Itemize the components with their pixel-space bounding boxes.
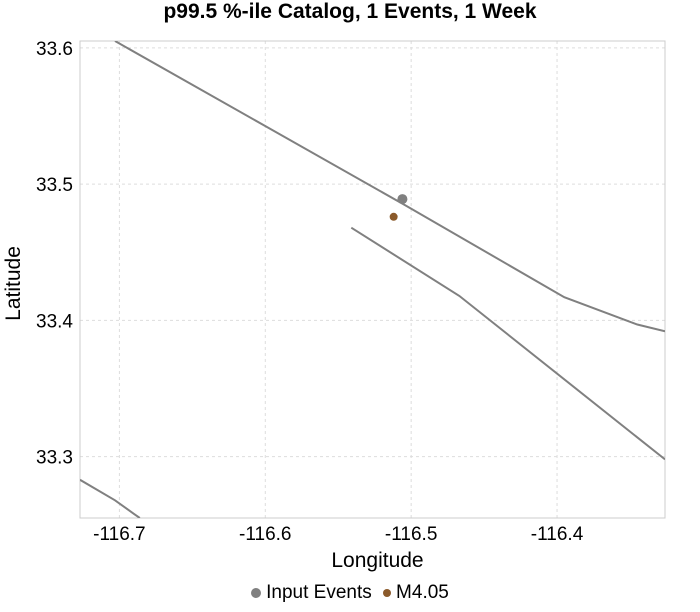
legend: Input Events M4.05 [0, 582, 700, 604]
x-tick-label: -116.5 [385, 524, 437, 545]
x-tick-label: -116.4 [531, 524, 584, 545]
y-axis-label: Latitude [2, 246, 25, 321]
x-axis-label: Longitude [331, 549, 423, 572]
x-tick-label: -116.6 [239, 524, 291, 545]
point-m405-0 [389, 212, 398, 221]
chart-title: p99.5 %-ile Catalog, 1 Events, 1 Week [163, 0, 537, 23]
y-tick-label: 33.3 [36, 448, 73, 469]
legend-item-input-events: Input Events [251, 582, 372, 604]
point-input-events-0 [397, 194, 408, 205]
y-tick-label: 33.6 [36, 39, 73, 60]
legend-item-m405: M4.05 [383, 582, 449, 604]
x-tick-label: -116.7 [93, 524, 145, 545]
fault-line-0 [114, 41, 665, 333]
fault-line-2 [80, 478, 141, 518]
fault-line-1 [350, 226, 665, 461]
legend-label-input-events: Input Events [266, 582, 372, 603]
y-tick-label: 33.4 [36, 311, 73, 332]
legend-marker-input-events [251, 587, 262, 598]
plot-frame [79, 40, 666, 519]
y-tick-label: 33.5 [36, 175, 73, 196]
legend-marker-m405 [383, 588, 392, 597]
legend-label-m405: M4.05 [396, 582, 449, 603]
